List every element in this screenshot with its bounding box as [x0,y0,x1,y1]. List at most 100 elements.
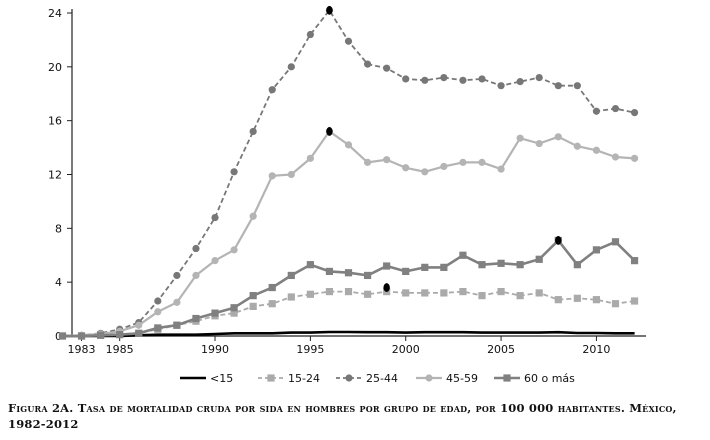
data-point-25-44 [249,127,257,136]
data-point-25-44 [630,108,639,117]
legend-item-15-24: 15-24 [258,370,320,386]
legend-item-lt15: <15 [180,370,233,386]
data-point-45-59 [211,257,219,265]
data-point-25-44 [287,63,295,71]
data-point-15-24 [306,290,314,298]
data-point-60-o-m-s [516,261,524,269]
data-point-15-24 [478,292,486,300]
data-point-25-44 [497,82,505,90]
legend-label-25-44: 25-44 [366,371,398,385]
data-point-45-59 [516,134,524,142]
data-point-45-59 [154,308,162,316]
data-point-60-o-m-s [249,292,257,300]
data-point-15-24 [516,292,524,300]
data-point-60-o-m-s [230,304,238,312]
y-tick-label: 8 [55,222,62,235]
data-point-60-o-m-s [535,255,543,263]
data-point-25-44 [459,76,467,84]
x-tick-label: 1983 [68,343,96,356]
data-point-25-44 [592,107,601,115]
x-tick-label: 1990 [201,343,229,356]
data-point-60-o-m-s [97,331,105,339]
data-point-45-59 [230,246,238,254]
data-point-25-44 [268,86,276,94]
data-point-60-o-m-s [478,261,486,269]
legend-label-45-59: 45-59 [446,371,478,385]
data-point-15-24 [630,297,639,305]
data-point-25-44 [173,271,181,280]
data-point-15-24 [344,287,353,296]
data-point-60-o-m-s [497,259,505,267]
data-point-15-24 [611,300,620,308]
legend-label-15-24: 15-24 [288,371,320,385]
data-point-25-44 [516,78,524,86]
legend-swatch-25-44 [336,372,362,384]
x-tick-label: 2000 [392,343,420,356]
legend-item-25-44: 25-44 [336,370,398,386]
data-point-60-o-m-s [173,321,181,329]
data-point-45-59 [192,271,200,280]
y-tick-label: 20 [48,61,62,74]
data-point-60-o-m-s [459,251,467,259]
data-point-15-24 [325,287,334,296]
highlight-point-25-44 [326,5,333,15]
data-point-60-o-m-s [211,309,219,317]
data-point-25-44 [402,75,410,83]
data-point-25-44 [363,60,372,68]
data-point-60-o-m-s [192,314,200,323]
x-tick-label: 1995 [296,343,324,356]
data-point-60-o-m-s [77,332,86,340]
data-point-60-o-m-s [268,283,276,292]
data-point-45-59 [440,162,448,171]
data-point-60-o-m-s [154,324,162,332]
y-tick-label: 12 [48,169,62,182]
data-point-25-44 [211,213,219,222]
data-point-25-44 [192,244,200,253]
line-chart: 0 4 8 12 16 20 24 1983 1985 1990 1995 2000 2005 2010 [48,5,646,356]
y-tick-label: 24 [48,7,62,20]
data-point-60-o-m-s [344,269,353,277]
data-point-15-24 [573,294,581,302]
data-point-25-44 [573,82,581,90]
data-point-60-o-m-s [325,267,334,275]
series-line-45-59 [62,130,635,338]
data-point-45-59 [306,154,314,162]
data-point-60-o-m-s [421,263,429,271]
data-point-15-24 [249,302,257,310]
data-point-15-24 [497,287,505,296]
legend-label-lt15: <15 [210,371,234,385]
data-point-45-59 [287,170,295,179]
data-point-45-59 [592,146,601,154]
data-point-60-o-m-s [287,271,295,280]
data-point-45-59 [363,158,372,166]
x-tick-label: 2005 [487,343,515,356]
data-point-25-44 [554,82,562,90]
data-point-45-59 [611,153,620,161]
data-point-15-24 [459,287,467,296]
data-point-45-59 [573,142,581,150]
legend-item-60-o-mas: 60 o más [494,370,575,386]
legend-swatch-45-59 [416,372,442,384]
data-point-15-24 [287,293,295,301]
data-point-45-59 [173,298,181,306]
data-point-25-44 [344,37,353,45]
data-point-15-24 [421,289,429,297]
highlight-point-60-o-m-s [555,236,562,245]
data-point-15-24 [230,309,238,317]
data-point-45-59 [630,154,639,162]
data-point-25-44 [383,64,391,72]
y-tick-label: 4 [55,276,62,289]
data-point-60-o-m-s [363,271,372,280]
x-tick-label: 1985 [106,343,134,356]
chart-legend: <15 15-24 25-44 45-59 60 o más [170,370,650,386]
data-point-45-59 [478,158,486,166]
data-point-60-o-m-s [306,261,314,269]
data-point-25-44 [611,104,620,113]
legend-label-60-o-mas: 60 o más [524,371,575,385]
data-point-15-24 [592,296,601,304]
series-line-lt15 [62,330,635,338]
data-point-45-59 [249,212,257,220]
data-point-60-o-m-s [440,263,448,271]
series-line-25-44 [62,9,635,337]
data-point-45-59 [402,164,410,172]
